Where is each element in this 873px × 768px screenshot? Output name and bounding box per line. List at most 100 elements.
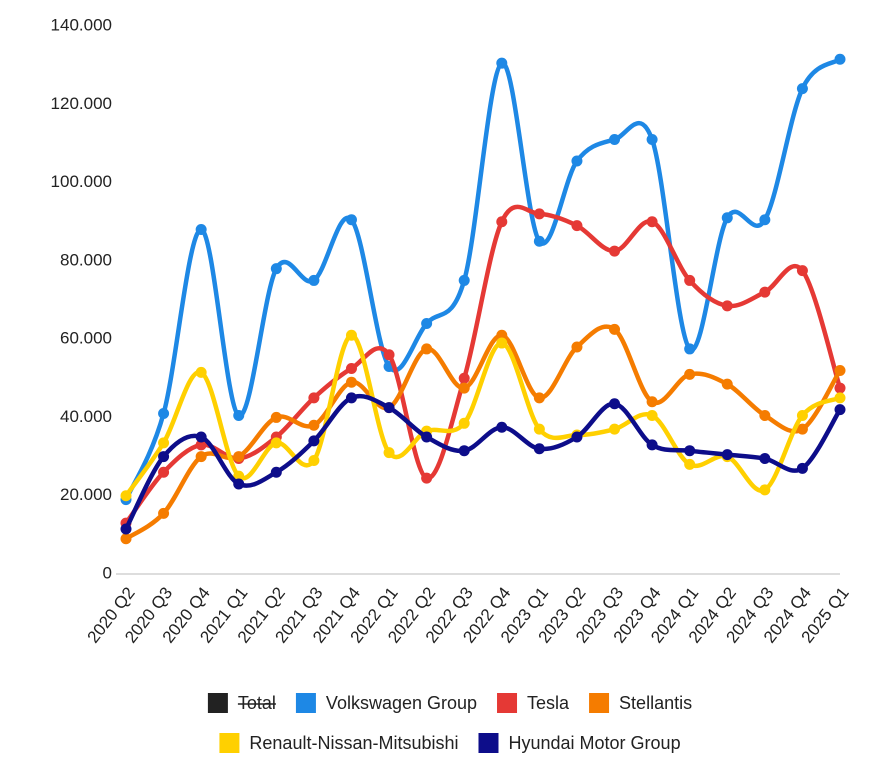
legend-item: Hyundai Motor Group: [478, 733, 681, 753]
data-point: [458, 382, 470, 394]
data-point: [834, 382, 846, 394]
data-point: [345, 214, 357, 226]
legend-item: Tesla: [497, 693, 570, 713]
legend-label: Volkswagen Group: [326, 693, 477, 713]
data-point: [646, 216, 658, 228]
data-point: [345, 392, 357, 404]
data-point: [796, 83, 808, 95]
data-point: [345, 363, 357, 374]
data-point: [571, 431, 583, 443]
data-point: [195, 366, 207, 378]
data-point: [684, 343, 696, 355]
data-point: [120, 523, 132, 535]
data-point: [796, 462, 808, 474]
data-point: [533, 235, 545, 247]
data-point: [233, 470, 245, 482]
legend-swatch: [497, 693, 518, 713]
data-point: [158, 466, 170, 478]
data-point: [571, 155, 583, 167]
data-point: [195, 439, 207, 451]
data-point: [796, 265, 808, 277]
data-point: [233, 451, 245, 463]
data-point: [496, 216, 508, 228]
data-point: [684, 445, 696, 457]
legend-swatch: [219, 733, 240, 753]
y-tick-label: 20.000: [60, 485, 112, 504]
legend-label: Stellantis: [619, 693, 692, 713]
legend-swatch: [589, 693, 610, 713]
legend-swatch: [478, 733, 499, 753]
data-point: [158, 408, 170, 420]
data-point: [270, 437, 282, 449]
data-point: [609, 134, 621, 146]
data-point: [609, 398, 621, 410]
data-point: [158, 437, 170, 449]
data-point: [571, 220, 583, 232]
data-point: [721, 449, 733, 461]
data-point: [421, 343, 433, 355]
data-point: [195, 451, 207, 463]
data-point: [684, 368, 696, 380]
data-point: [233, 409, 245, 421]
data-point: [834, 392, 846, 404]
data-point: [308, 454, 320, 466]
legend-item: Stellantis: [589, 693, 692, 713]
data-point: [796, 423, 808, 435]
y-tick-label: 100.000: [51, 172, 112, 191]
data-point: [571, 341, 583, 353]
data-point: [458, 417, 470, 429]
data-point: [721, 300, 733, 312]
legend-label: Tesla: [527, 693, 570, 713]
data-point: [383, 349, 395, 361]
data-point: [270, 263, 282, 275]
data-point: [458, 372, 470, 384]
data-point: [684, 458, 696, 470]
data-point: [759, 484, 771, 496]
legend-label: Total: [238, 693, 276, 713]
y-tick-label: 120.000: [51, 94, 112, 113]
data-point: [345, 329, 357, 341]
data-point: [646, 134, 658, 146]
data-point: [759, 409, 771, 421]
data-point: [270, 466, 282, 478]
y-tick-label: 40.000: [60, 407, 112, 426]
data-point: [383, 447, 395, 459]
data-point: [308, 419, 320, 431]
data-point: [759, 286, 771, 298]
data-point: [834, 364, 846, 376]
data-point: [609, 423, 621, 435]
data-point: [609, 245, 621, 257]
data-point: [421, 431, 433, 443]
data-point: [458, 274, 470, 286]
data-point: [421, 317, 433, 329]
data-point: [158, 507, 170, 519]
legend-label: Renault-Nissan-Mitsubishi: [249, 733, 458, 753]
series-line: [123, 57, 842, 501]
data-point: [533, 443, 545, 455]
data-point: [496, 57, 508, 69]
legend-label: Hyundai Motor Group: [508, 733, 680, 753]
y-tick-label: 140.000: [51, 15, 112, 34]
data-point: [270, 411, 282, 423]
data-point: [834, 53, 846, 65]
data-point: [120, 490, 132, 502]
data-point: [421, 472, 433, 484]
data-point: [646, 409, 658, 421]
series-line: [124, 324, 842, 541]
data-point: [496, 421, 508, 433]
data-point: [684, 274, 696, 286]
data-point: [120, 533, 132, 545]
data-point: [195, 431, 207, 443]
data-point: [759, 453, 771, 465]
y-tick-label: 0: [103, 563, 112, 582]
data-point: [308, 274, 320, 286]
data-point: [533, 208, 545, 220]
data-point: [533, 392, 545, 404]
legend-swatch: [295, 693, 316, 713]
y-tick-label: 60.000: [60, 329, 112, 348]
data-point: [721, 378, 733, 390]
data-point: [496, 337, 508, 349]
data-point: [533, 423, 545, 435]
data-point: [759, 214, 771, 226]
